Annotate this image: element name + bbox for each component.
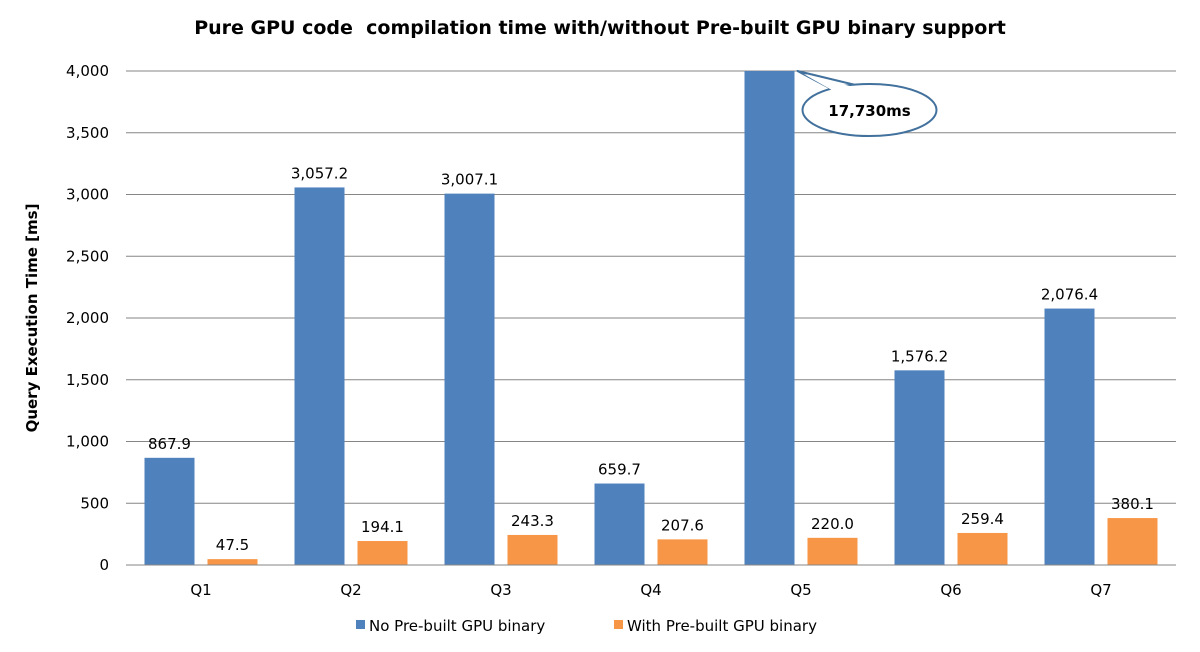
y-tick-label: 2,000 [66,309,109,327]
legend-label: No Pre-built GPU binary [369,617,545,635]
legend-swatch [356,620,365,629]
bar-q5-series-1 [744,71,795,565]
bar-q2-series-2 [357,541,408,565]
callout-pointer-fill [803,74,854,91]
bar-q3-series-1 [444,193,495,565]
bar-q5-series-2 [807,537,858,565]
data-label: 243.3 [511,512,554,530]
y-tick-label: 2,500 [66,247,109,265]
bar-q6-series-2 [957,532,1008,565]
y-tick-label: 1,000 [66,433,109,451]
data-labels: 867.9 47.5 3,057.2 194.1 3,007.1 243.3 659.7 20… [148,164,1154,554]
bar-q4-series-1 [594,483,645,565]
bar-q7-series-2 [1107,518,1158,565]
y-tick-label: 4,000 [66,62,109,80]
bar-q6-series-1 [894,370,945,565]
y-axis-label: Query Execution Time [ms] [23,204,41,433]
y-tick-label: 3,000 [66,186,109,204]
callout-text: 17,730ms [828,102,911,120]
bar-q1-series-2 [207,559,258,565]
y-tick-label: 500 [80,494,109,512]
x-tick-label: Q3 [490,581,511,599]
bar-q2-series-1 [294,187,345,566]
callout-bubble [801,83,938,137]
chart-title: Pure GPU code compilation time with/with… [194,17,1006,39]
y-tick-label: 3,500 [66,124,109,142]
bar-q7-series-1 [1044,308,1095,565]
y-tick-label: 0 [99,556,109,574]
callout: 17,730ms [796,70,938,137]
x-tick-label: Q4 [640,581,661,599]
y-axis-ticks: 0 500 1,000 1,500 2,000 2,500 3,000 3,500 4,000 [66,62,109,574]
x-tick-label: Q5 [790,581,811,599]
bars [144,71,1158,566]
legend: No Pre-built GPU binary With Pre-built GP… [356,617,817,635]
grid-lines [126,70,1176,504]
data-label: 194.1 [361,518,404,536]
y-tick-label: 1,500 [66,371,109,389]
data-label: 659.7 [598,461,641,479]
legend-swatch [614,620,623,629]
x-tick-label: Q1 [190,581,211,599]
data-label: 3,007.1 [441,171,498,189]
legend-label: With Pre-built GPU binary [627,617,817,635]
x-tick-label: Q2 [340,581,361,599]
data-label: 380.1 [1111,495,1154,513]
data-label: 2,076.4 [1041,286,1098,304]
data-label: 867.9 [148,435,191,453]
bar-q3-series-2 [507,534,558,565]
data-label: 220.0 [811,515,854,533]
data-label: 207.6 [661,516,704,534]
x-tick-label: Q6 [940,581,961,599]
bar-q4-series-2 [657,539,708,565]
data-label: 1,576.2 [891,347,948,365]
data-label: 47.5 [216,536,249,554]
x-axis-ticks: Q1 Q2 Q3 Q4 Q5 Q6 Q7 [190,581,1111,599]
data-label: 259.4 [961,510,1004,528]
data-label: 3,057.2 [291,164,348,182]
x-tick-label: Q7 [1090,581,1111,599]
bar-q1-series-1 [144,457,195,565]
